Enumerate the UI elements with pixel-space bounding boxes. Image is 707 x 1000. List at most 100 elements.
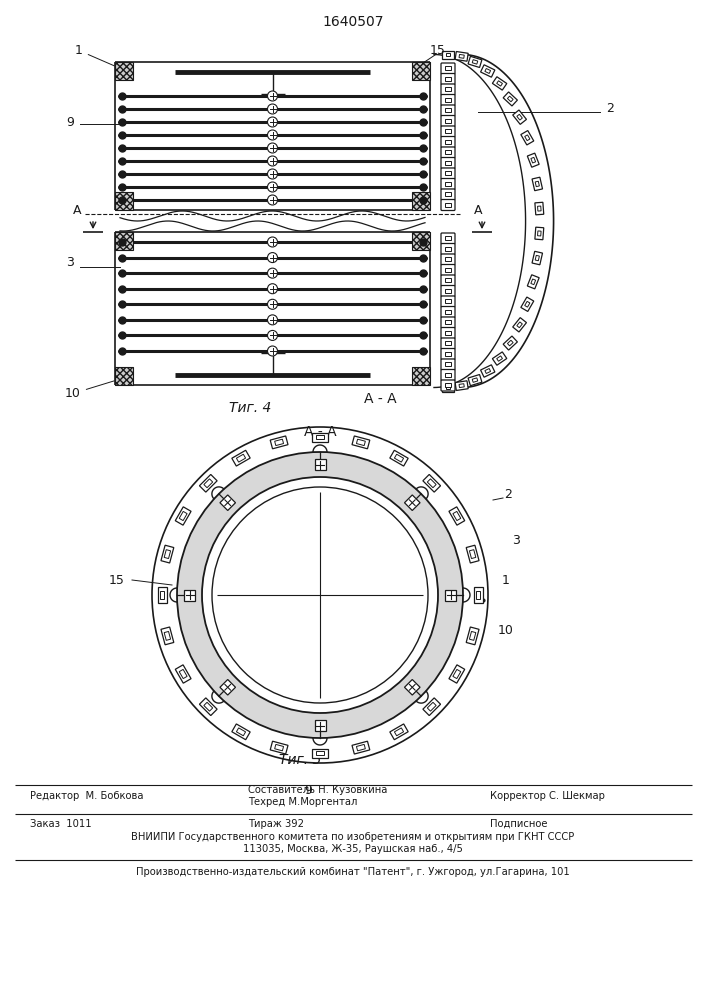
Polygon shape: [449, 665, 464, 683]
Polygon shape: [356, 744, 366, 751]
Polygon shape: [442, 50, 454, 58]
Polygon shape: [236, 728, 245, 736]
Polygon shape: [531, 279, 536, 285]
Polygon shape: [527, 275, 539, 289]
Text: A: A: [474, 204, 482, 217]
Polygon shape: [179, 669, 187, 679]
Bar: [412, 192, 430, 210]
Bar: [445, 171, 451, 175]
Bar: [445, 383, 451, 387]
FancyBboxPatch shape: [441, 275, 455, 286]
FancyBboxPatch shape: [441, 286, 455, 296]
FancyBboxPatch shape: [441, 380, 455, 391]
Text: 3: 3: [512, 534, 520, 546]
Polygon shape: [513, 318, 527, 332]
Bar: [445, 119, 451, 122]
Circle shape: [267, 182, 278, 192]
Polygon shape: [316, 435, 324, 439]
Circle shape: [267, 237, 278, 247]
Polygon shape: [179, 511, 187, 521]
Bar: [445, 310, 451, 314]
Circle shape: [267, 169, 278, 179]
Polygon shape: [442, 383, 454, 391]
Polygon shape: [537, 206, 541, 211]
Polygon shape: [492, 352, 507, 365]
Polygon shape: [395, 454, 404, 462]
Circle shape: [267, 143, 278, 153]
Polygon shape: [161, 545, 174, 563]
Polygon shape: [476, 591, 480, 599]
Bar: [445, 129, 451, 133]
Polygon shape: [468, 375, 482, 386]
Text: A - A: A - A: [363, 392, 397, 406]
Circle shape: [267, 91, 278, 101]
Polygon shape: [537, 231, 541, 236]
Polygon shape: [175, 665, 191, 683]
Polygon shape: [352, 741, 370, 754]
Bar: [445, 236, 451, 240]
Circle shape: [267, 156, 278, 166]
FancyBboxPatch shape: [441, 84, 455, 95]
Polygon shape: [497, 356, 503, 361]
Polygon shape: [274, 439, 284, 446]
Polygon shape: [312, 748, 328, 758]
Text: 1640507: 1640507: [322, 15, 384, 29]
Polygon shape: [158, 587, 167, 603]
Polygon shape: [445, 589, 456, 600]
Polygon shape: [232, 724, 250, 740]
Polygon shape: [535, 227, 544, 240]
Text: 2: 2: [606, 102, 614, 114]
Circle shape: [267, 330, 278, 340]
Text: Подписное: Подписное: [490, 819, 547, 829]
Circle shape: [267, 104, 278, 114]
FancyBboxPatch shape: [441, 338, 455, 349]
Circle shape: [267, 268, 278, 278]
Bar: [445, 247, 451, 250]
FancyBboxPatch shape: [441, 317, 455, 328]
Bar: [445, 373, 451, 376]
Bar: [445, 257, 451, 261]
FancyBboxPatch shape: [441, 200, 455, 211]
Text: 3: 3: [66, 255, 74, 268]
Text: ВНИИПИ Государственного комитета по изобретениям и открытиям при ГКНТ СССР: ВНИИПИ Государственного комитета по изоб…: [132, 832, 575, 842]
Bar: [445, 87, 451, 91]
Polygon shape: [531, 157, 536, 163]
FancyBboxPatch shape: [441, 254, 455, 265]
FancyBboxPatch shape: [441, 136, 455, 147]
Polygon shape: [204, 702, 213, 711]
Bar: [412, 232, 430, 250]
Polygon shape: [527, 153, 539, 167]
Text: Редактор  М. Бобкова: Редактор М. Бобкова: [30, 791, 144, 801]
Text: A - A: A - A: [304, 425, 337, 439]
Bar: [445, 320, 451, 324]
FancyBboxPatch shape: [441, 328, 455, 338]
Polygon shape: [220, 679, 235, 695]
Polygon shape: [525, 135, 530, 141]
Bar: [412, 62, 430, 80]
Bar: [445, 140, 451, 143]
FancyBboxPatch shape: [441, 243, 455, 254]
Text: Техред М.Моргентал: Техред М.Моргентал: [248, 797, 357, 807]
Polygon shape: [521, 297, 534, 311]
Polygon shape: [184, 589, 195, 600]
Text: A: A: [73, 204, 81, 217]
Polygon shape: [404, 495, 420, 511]
Polygon shape: [445, 53, 450, 56]
Polygon shape: [164, 631, 170, 640]
Text: Производственно-издательский комбинат "Патент", г. Ужгород, ул.Гагарина, 101: Производственно-издательский комбинат "П…: [136, 867, 570, 877]
Polygon shape: [404, 679, 420, 695]
Polygon shape: [513, 110, 527, 124]
Polygon shape: [535, 202, 544, 215]
Bar: [445, 278, 451, 282]
FancyBboxPatch shape: [441, 63, 455, 74]
Bar: [445, 299, 451, 303]
Text: 1: 1: [75, 44, 115, 66]
Text: Тираж 392: Тираж 392: [248, 819, 304, 829]
Polygon shape: [270, 436, 288, 449]
FancyBboxPatch shape: [441, 306, 455, 318]
FancyBboxPatch shape: [441, 178, 455, 190]
FancyBboxPatch shape: [441, 296, 455, 307]
Bar: [445, 352, 451, 356]
Polygon shape: [427, 479, 436, 488]
Text: 15: 15: [430, 43, 446, 56]
